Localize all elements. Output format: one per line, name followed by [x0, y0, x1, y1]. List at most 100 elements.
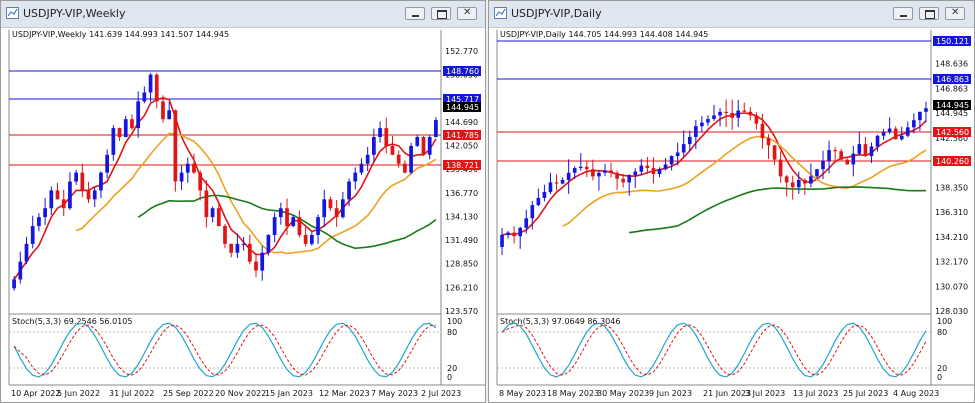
weekly-chart-canvas[interactable]: USDJPY-VIP,Weekly 141.639 144.993 141.50… [3, 28, 485, 401]
candle-body [285, 208, 289, 227]
candle-body [353, 172, 358, 182]
candle-body [235, 243, 240, 253]
price-tag: 144.945 [933, 100, 971, 110]
candle-body [130, 119, 134, 129]
svg-text:138.721: 138.721 [446, 161, 479, 170]
candle-body [730, 112, 734, 118]
date-axis-label: 10 Apr 2022 [11, 389, 60, 398]
candle-body [833, 150, 837, 152]
date-axis-label: 25 Sep 2022 [163, 389, 214, 398]
price-axis-label: 152.770 [445, 47, 478, 56]
candle-body [254, 261, 258, 271]
candle-body [167, 110, 172, 120]
daily-chart-window[interactable]: USDJPY-VIP,Daily USDJPY-VIP,Daily 144.70… [488, 0, 975, 403]
daily-chart-area[interactable]: USDJPY-VIP,Daily 144.705 144.993 144.408… [491, 28, 974, 401]
candle-body [657, 169, 662, 174]
close-button[interactable] [457, 7, 477, 20]
svg-text:144.945: 144.945 [446, 103, 479, 112]
candle-body [322, 199, 327, 218]
svg-text:150.121: 150.121 [936, 37, 969, 46]
minimize-button[interactable] [893, 7, 913, 20]
candle-body [548, 182, 553, 192]
candle-body [434, 120, 438, 137]
candle-body [609, 170, 613, 173]
weekly-chart-area[interactable]: USDJPY-VIP,Weekly 141.639 144.993 141.50… [3, 28, 485, 401]
candle-body [403, 163, 407, 173]
svg-text:145.717: 145.717 [446, 95, 479, 104]
candle-body [645, 165, 650, 169]
candle-body [316, 217, 320, 235]
candle-body [204, 190, 209, 218]
daily-title-bar[interactable]: USDJPY-VIP,Daily [489, 1, 974, 28]
candle-body [839, 151, 843, 160]
candle-body [760, 123, 765, 139]
daily-chart-canvas[interactable]: USDJPY-VIP,Daily 144.705 144.993 144.408… [491, 28, 974, 401]
chart-window-icon [494, 7, 507, 19]
ma-mid-line [562, 135, 927, 227]
candle-body [43, 208, 47, 218]
price-axis-label: 138.350 [935, 183, 968, 192]
stoch-signal-line [501, 324, 927, 376]
maximize-button[interactable] [431, 7, 451, 20]
candle-body [790, 182, 795, 188]
candle-body [572, 168, 577, 173]
stoch-axis-label: 0 [447, 373, 452, 382]
candle-body [328, 199, 333, 209]
candle-body [291, 217, 296, 227]
candle-body [123, 119, 128, 137]
price-axis-label: 128.850 [445, 260, 478, 269]
price-axis-label: 128.030 [935, 307, 968, 316]
candle-body [297, 217, 302, 235]
candle-body [603, 170, 607, 173]
candle-body [554, 182, 559, 184]
maximize-button[interactable] [919, 7, 939, 20]
candle-body [875, 135, 880, 147]
price-axis-label: 142.050 [445, 142, 478, 151]
candle-body [396, 154, 401, 164]
candle-body [924, 108, 928, 112]
candle-body [18, 261, 23, 280]
ma-fast-line [13, 96, 437, 280]
candle-body [615, 172, 619, 179]
price-axis-label: 144.690 [445, 118, 478, 127]
stoch-axis-label: 80 [447, 328, 457, 337]
candle-body [111, 128, 116, 155]
price-tag: 148.760 [443, 66, 481, 76]
svg-text:144.945: 144.945 [936, 101, 969, 110]
candle-body [718, 111, 722, 116]
candle-body [530, 205, 535, 219]
chart-header: USDJPY-VIP,Daily 144.705 144.993 144.408… [500, 30, 708, 39]
weekly-chart-window[interactable]: USDJPY-VIP,Weekly USDJPY-VIP,Weekly 141.… [0, 0, 486, 403]
candle-body [347, 181, 351, 200]
candle-body [585, 166, 589, 170]
candle-body [378, 128, 382, 137]
candle-body [669, 156, 674, 165]
price-tag: 141.785 [443, 130, 481, 140]
candle-body [863, 144, 868, 157]
candle-body [359, 163, 364, 173]
candle-body [827, 150, 831, 161]
candle-body [869, 146, 874, 157]
candle-body [161, 101, 165, 120]
candle-body [803, 179, 807, 184]
minimize-button[interactable] [405, 7, 425, 20]
candle-body [37, 217, 41, 227]
candlestick-series [12, 72, 438, 291]
candle-body [278, 208, 283, 218]
candle-body [12, 279, 16, 289]
candle-body [578, 166, 583, 169]
weekly-title-bar[interactable]: USDJPY-VIP,Weekly [1, 1, 485, 28]
candle-body [272, 217, 277, 235]
price-axis-label: 131.490 [445, 236, 478, 245]
candle-body [154, 74, 159, 102]
candle-body [80, 172, 85, 191]
date-axis-label: 21 Jun 2023 [703, 389, 751, 398]
candle-body [148, 74, 153, 93]
candle-body [223, 226, 227, 244]
chart-header: USDJPY-VIP,Weekly 141.639 144.993 141.50… [12, 30, 229, 39]
candle-body [390, 145, 395, 155]
close-button[interactable] [945, 7, 965, 20]
stoch-label: Stoch(5,3,3) 69.2546 56.0105 [12, 317, 132, 326]
stoch-axis-label: 20 [937, 364, 947, 373]
price-tag: 142.560 [933, 127, 971, 137]
